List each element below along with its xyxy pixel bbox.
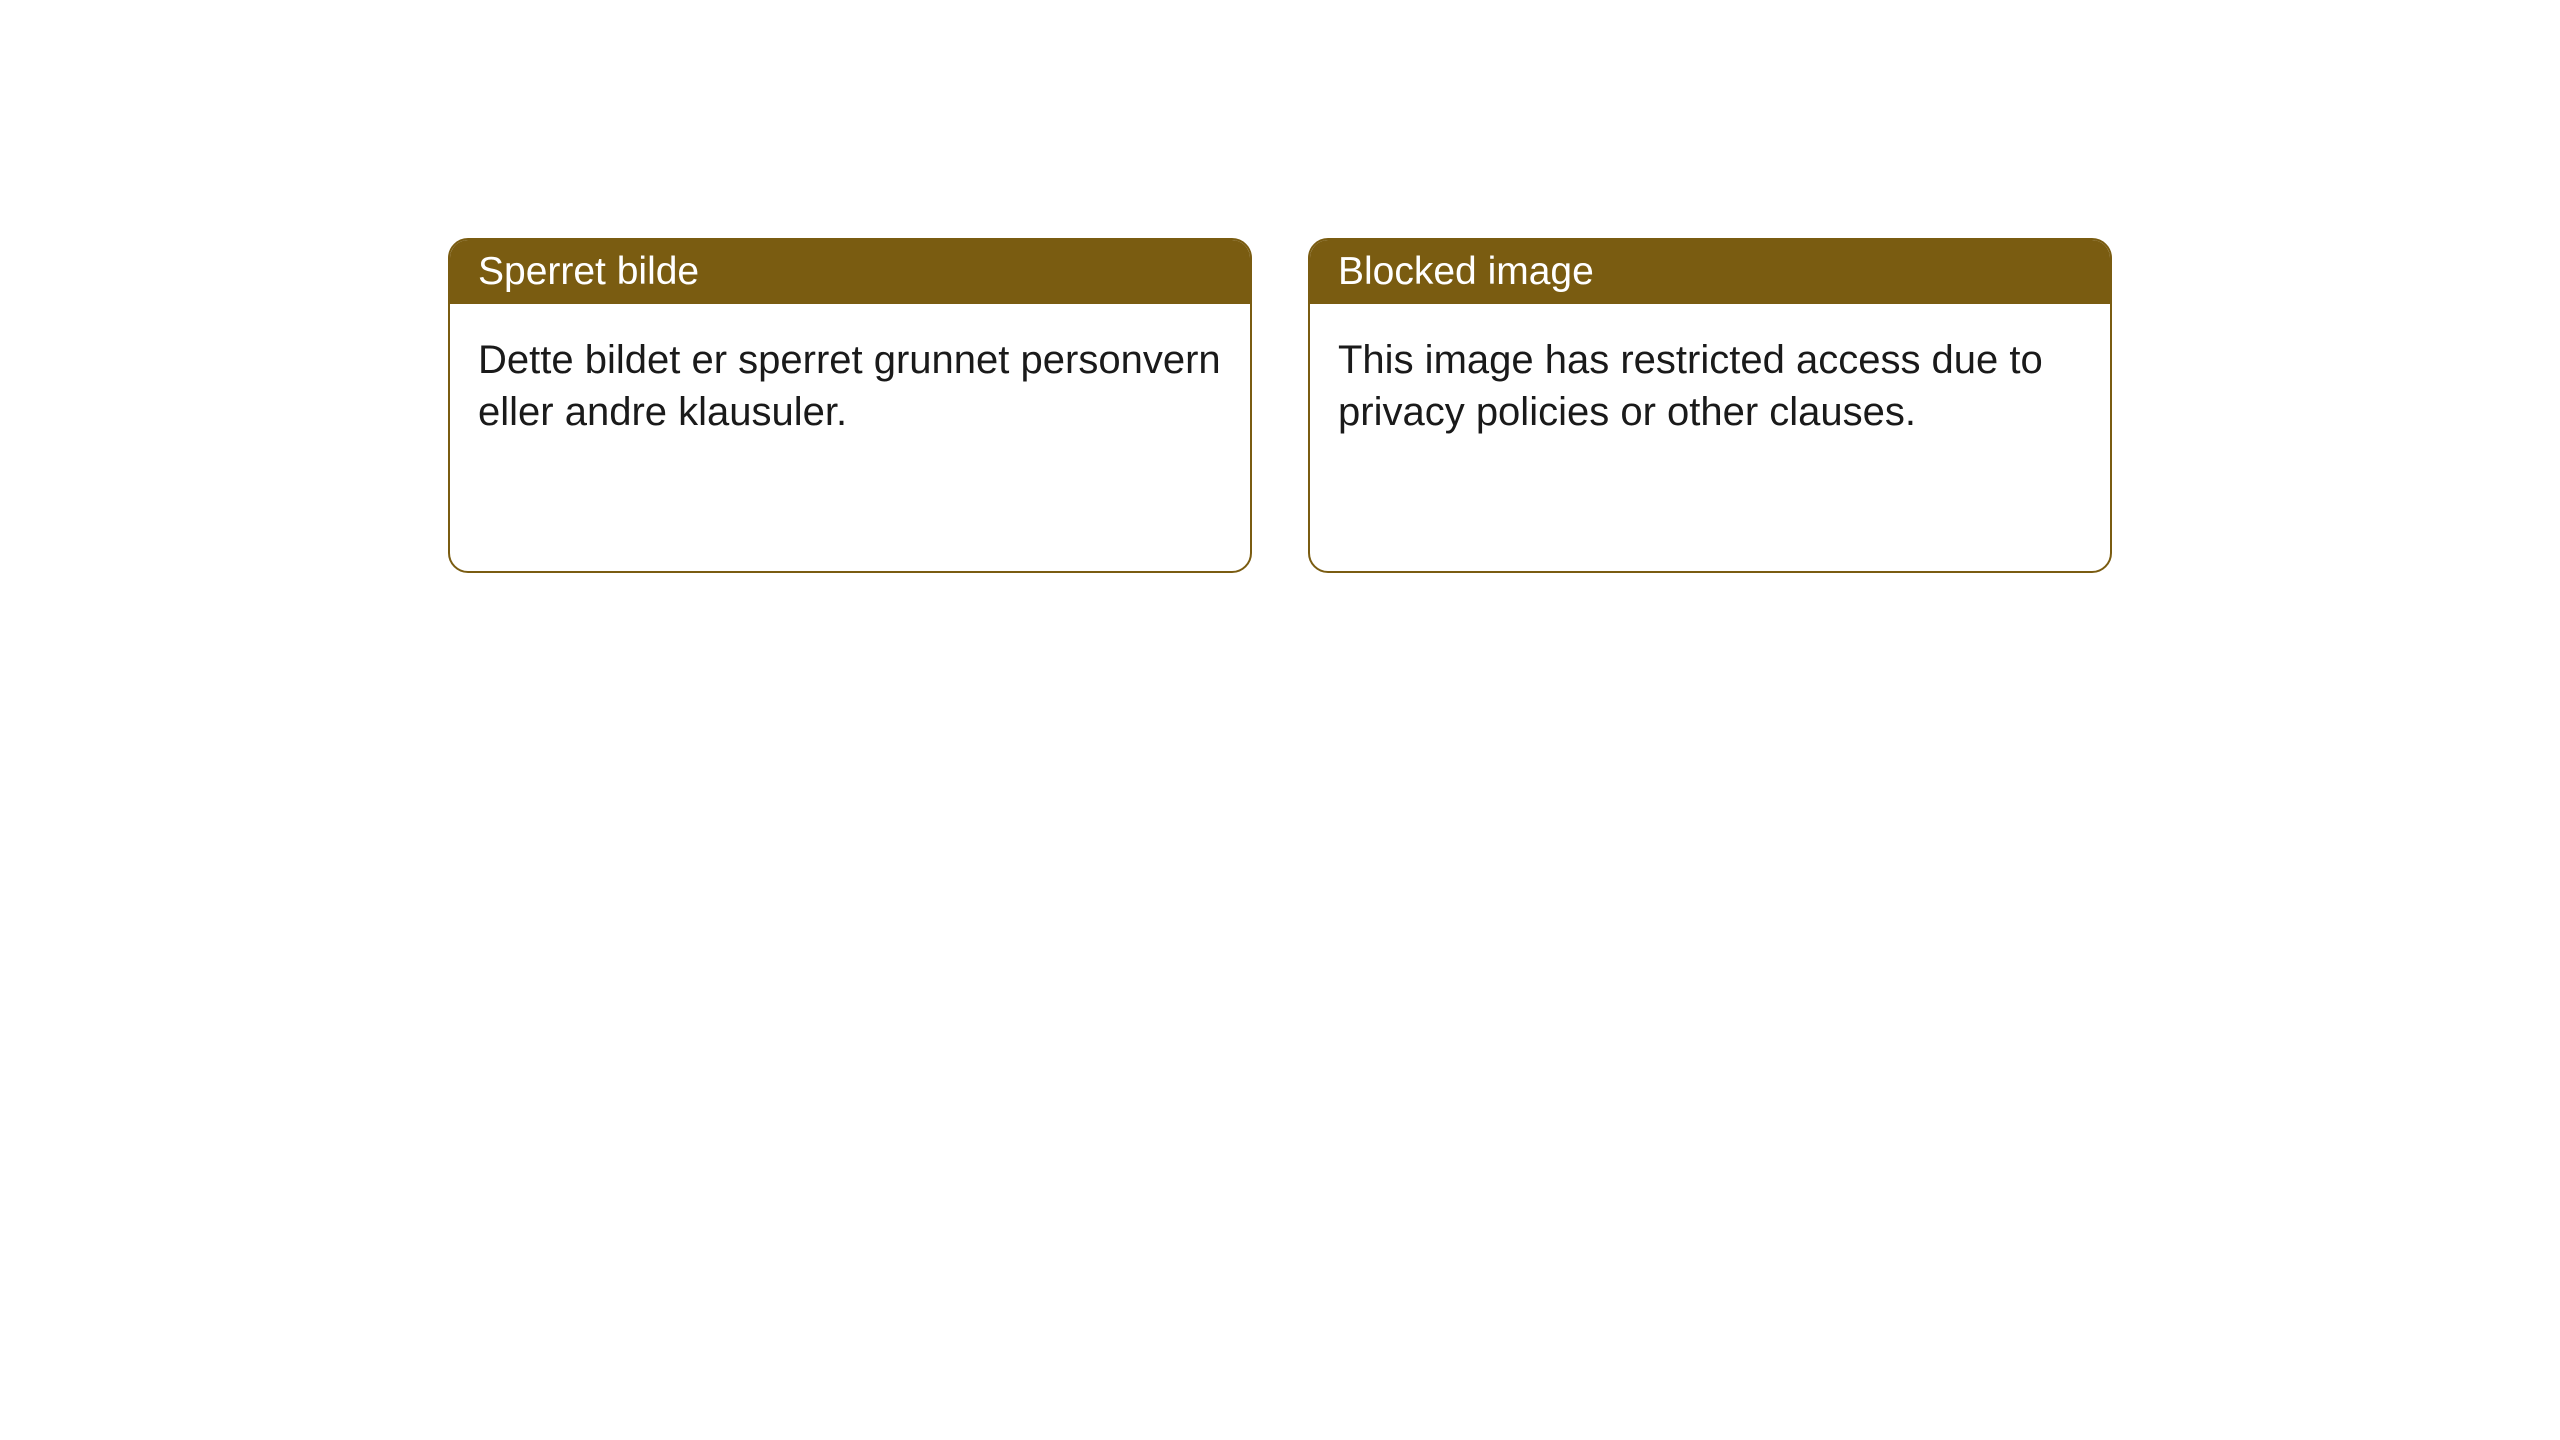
notice-container: Sperret bilde Dette bildet er sperret gr…: [448, 238, 2112, 573]
notice-header: Blocked image: [1310, 240, 2110, 304]
notice-card-english: Blocked image This image has restricted …: [1308, 238, 2112, 573]
notice-header: Sperret bilde: [450, 240, 1250, 304]
notice-body: This image has restricted access due to …: [1310, 304, 2110, 468]
notice-card-norwegian: Sperret bilde Dette bildet er sperret gr…: [448, 238, 1252, 573]
notice-body: Dette bildet er sperret grunnet personve…: [450, 304, 1250, 468]
